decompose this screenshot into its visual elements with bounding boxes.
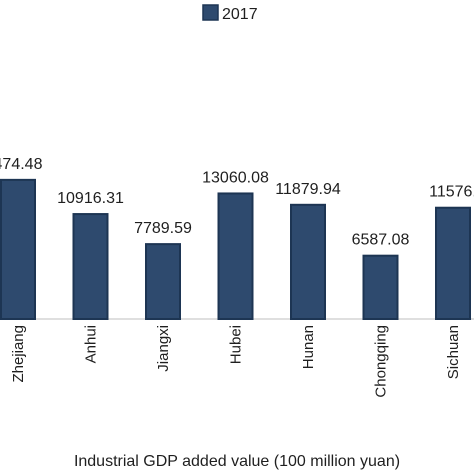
x-tick-anhui: Anhui (83, 325, 100, 363)
data-label-anhui: 10916.31 (57, 190, 124, 207)
data-label-sichuan: 11576. (429, 184, 474, 201)
data-label-hubei: 13060.08 (202, 169, 269, 186)
x-tick-hunan: Hunan (300, 325, 317, 369)
x-axis-title: Industrial GDP added value (100 million … (74, 453, 400, 470)
x-tick-chongqing: Chongqing (373, 325, 390, 398)
data-label-jiangxi: 7789.59 (134, 220, 192, 237)
x-tick-zhejiang: Zhejiang (10, 325, 27, 383)
legend-label-2017: 2017 (222, 6, 258, 23)
data-label-hunan: 11879.94 (275, 181, 341, 198)
bar-hubei (217, 192, 254, 320)
legend: 2017 (202, 4, 258, 23)
legend-swatch-2017 (202, 4, 219, 21)
x-tick-sichuan: Sichuan (445, 325, 462, 379)
x-tick-hubei: Hubei (228, 325, 245, 364)
data-label-zhejiang: 474.48 (0, 156, 43, 173)
data-label-chongqing: 6587.08 (352, 232, 410, 249)
bar-chongqing (362, 254, 399, 320)
bar-sichuan (435, 206, 471, 321)
bar-hunan (290, 203, 326, 320)
x-tick-jiangxi: Jiangxi (155, 325, 172, 372)
bar-anhui (72, 213, 109, 320)
bar-zhejiang (0, 178, 36, 320)
bar-jiangxi (145, 243, 181, 321)
